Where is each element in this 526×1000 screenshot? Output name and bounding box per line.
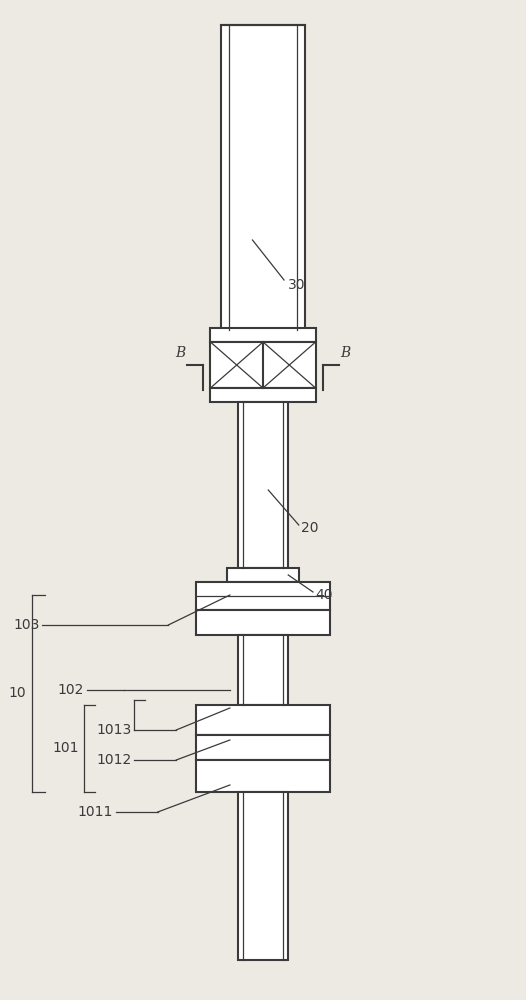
Text: 1011: 1011 bbox=[78, 805, 113, 819]
Bar bbox=[238, 635, 288, 705]
Text: 30: 30 bbox=[288, 278, 306, 292]
Bar bbox=[238, 792, 288, 960]
Bar bbox=[196, 582, 330, 610]
Text: B: B bbox=[340, 346, 351, 360]
Bar bbox=[210, 328, 316, 342]
Bar bbox=[238, 402, 288, 568]
Text: 10: 10 bbox=[8, 686, 26, 700]
Bar bbox=[196, 735, 330, 760]
Bar bbox=[210, 388, 316, 402]
Bar bbox=[227, 568, 299, 582]
Text: 1013: 1013 bbox=[96, 723, 132, 737]
Bar bbox=[196, 760, 330, 792]
Text: 101: 101 bbox=[53, 741, 79, 755]
Text: 20: 20 bbox=[301, 521, 318, 535]
Text: B: B bbox=[175, 346, 186, 360]
Bar bbox=[210, 342, 316, 388]
Bar bbox=[196, 610, 330, 635]
Text: 1012: 1012 bbox=[96, 753, 132, 767]
Text: 103: 103 bbox=[13, 618, 39, 632]
Bar bbox=[221, 25, 305, 330]
Text: 102: 102 bbox=[58, 683, 84, 697]
Text: 40: 40 bbox=[316, 588, 333, 602]
Bar bbox=[196, 705, 330, 735]
